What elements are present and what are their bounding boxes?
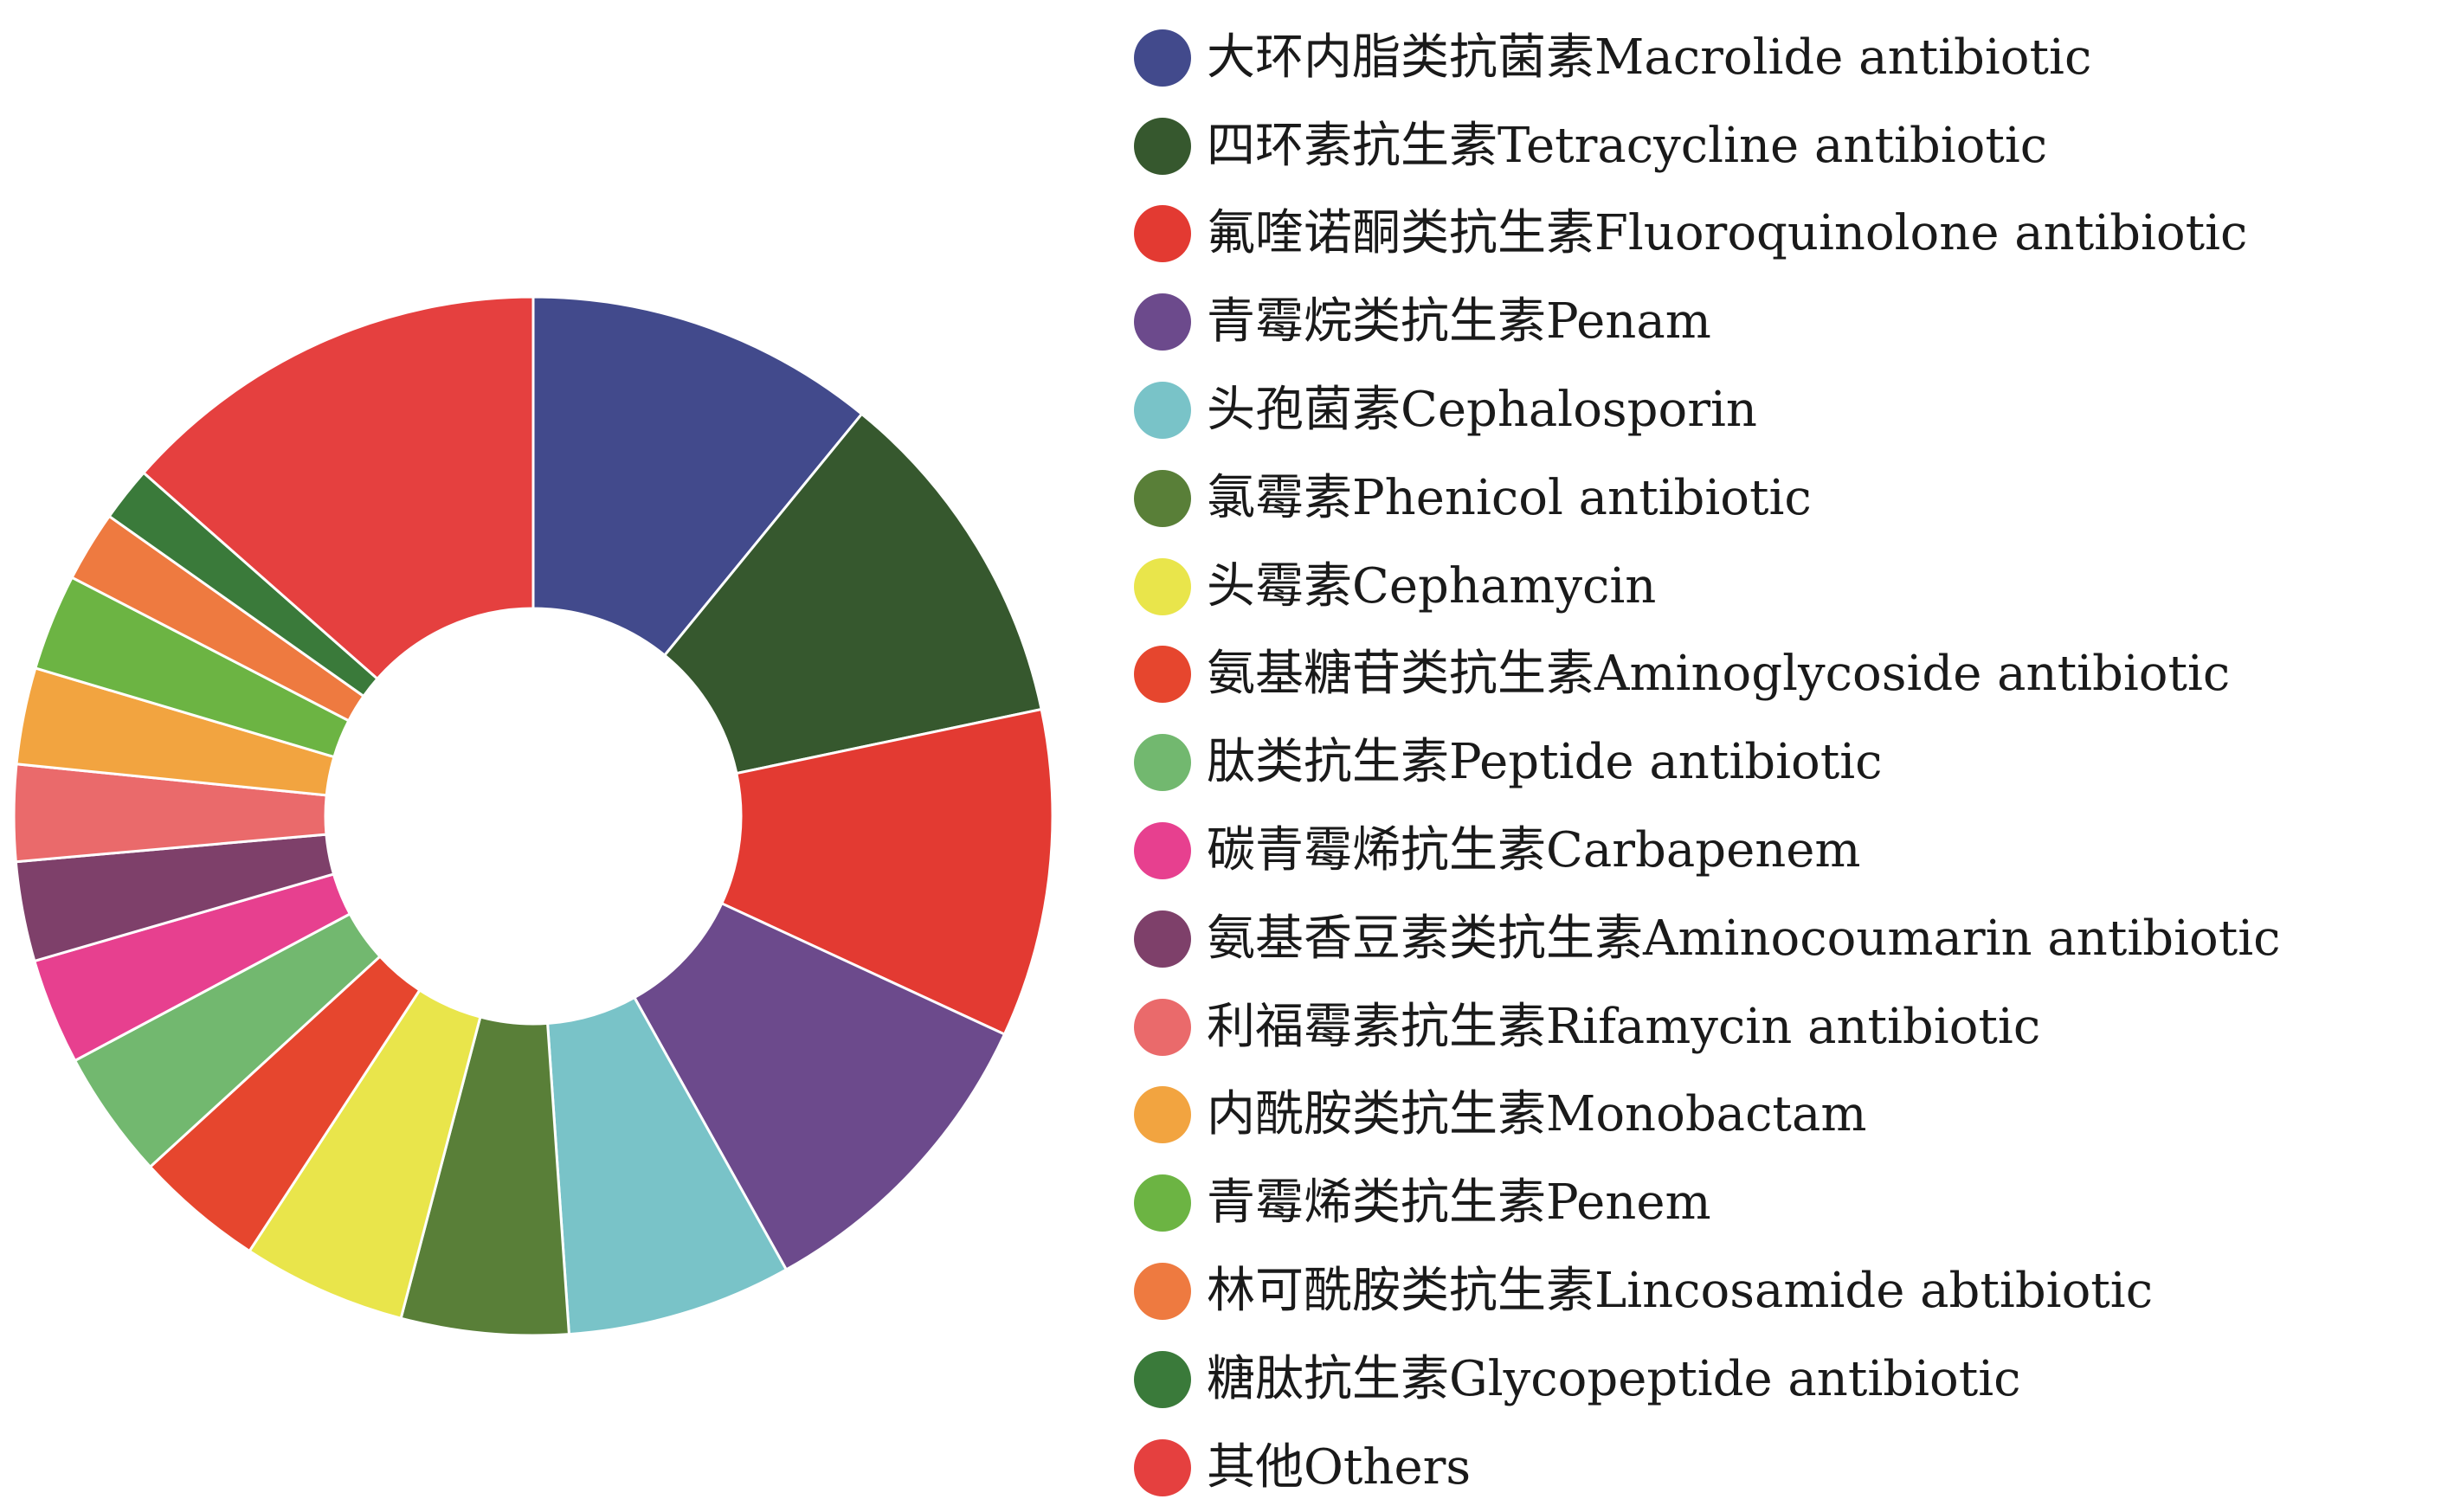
legend-label: 氨基香豆素类抗生素Aminocoumarin antibiotic [1207, 910, 2281, 967]
legend-label: 氨基糖苷类抗生素Aminoglycoside antibiotic [1207, 646, 2231, 703]
donut-slices [12, 295, 1054, 1337]
legend-swatch-icon [1134, 1438, 1191, 1496]
legend-swatch-icon [1134, 1174, 1191, 1232]
legend-swatch-icon [1134, 734, 1191, 792]
chart-legend: 大环内脂类抗菌素Macrolide antibiotic 四环素抗生素Tetrac… [1134, 14, 2281, 1512]
legend-entry-17: 其他Others [1134, 1424, 2281, 1512]
legend-entry-6: 氯霉素Phenicol antibiotic [1134, 454, 2281, 543]
legend-swatch-icon [1134, 293, 1191, 351]
legend-swatch-icon [1134, 29, 1191, 87]
legend-label: 氟喹诺酮类抗生素Fluoroquinolone antibiotic [1207, 205, 2248, 262]
legend-label: 肽类抗生素Peptide antibiotic [1207, 734, 1883, 791]
legend-entry-11: 氨基香豆素类抗生素Aminocoumarin antibiotic [1134, 895, 2281, 983]
donut-chart [12, 295, 1054, 1337]
legend-swatch-icon [1134, 1350, 1191, 1408]
legend-entry-13: 内酰胺类抗生素Monobactam [1134, 1071, 2281, 1160]
legend-swatch-icon [1134, 998, 1191, 1056]
legend-label: 头霉素Cephamycin [1207, 557, 1657, 614]
legend-entry-12: 利福霉素抗生素Rifamycin antibiotic [1134, 983, 2281, 1071]
legend-swatch-icon [1134, 910, 1191, 968]
legend-entry-10: 碳青霉烯抗生素Carbapenem [1134, 807, 2281, 895]
donut-slice-3 [719, 707, 1054, 1037]
legend-swatch-icon [1134, 557, 1191, 615]
legend-entry-14: 青霉烯类抗生素Penem [1134, 1159, 2281, 1247]
legend-label: 青霉烯类抗生素Penem [1207, 1174, 1711, 1232]
legend-entry-8: 氨基糖苷类抗生素Aminoglycoside antibiotic [1134, 631, 2281, 719]
legend-entry-7: 头霉素Cephamycin [1134, 543, 2281, 631]
donut-slice-4 [632, 901, 1007, 1272]
legend-label: 青霉烷类抗生素Penam [1207, 293, 1711, 351]
legend-label: 氯霉素Phenicol antibiotic [1207, 469, 1812, 526]
donut-slice-2 [662, 412, 1043, 775]
legend-label: 头孢菌素Cephalosporin [1207, 382, 1757, 439]
donut-slice-1 [531, 295, 864, 658]
legend-label: 内酰胺类抗生素Monobactam [1207, 1086, 1867, 1143]
donut-slice-17 [141, 295, 535, 681]
legend-swatch-icon [1134, 469, 1191, 527]
legend-entry-3: 氟喹诺酮类抗生素Fluoroquinolone antibiotic [1134, 190, 2281, 279]
legend-entry-2: 四环素抗生素Tetracycline antibiotic [1134, 102, 2281, 190]
legend-swatch-icon [1134, 822, 1191, 880]
legend-swatch-icon [1134, 117, 1191, 175]
legend-label: 利福霉素抗生素Rifamycin antibiotic [1207, 998, 2041, 1055]
legend-swatch-icon [1134, 382, 1191, 440]
legend-label: 碳青霉烯抗生素Carbapenem [1207, 822, 1861, 879]
legend-entry-4: 青霉烷类抗生素Penam [1134, 278, 2281, 366]
legend-swatch-icon [1134, 205, 1191, 263]
legend-swatch-icon [1134, 646, 1191, 704]
legend-label: 其他Others [1207, 1438, 1472, 1496]
legend-label: 大环内脂类抗菌素Macrolide antibiotic [1207, 29, 2092, 86]
legend-label: 林可酰胺类抗生素Lincosamide abtibiotic [1207, 1263, 2154, 1320]
legend-entry-5: 头孢菌素Cephalosporin [1134, 366, 2281, 454]
legend-swatch-icon [1134, 1263, 1191, 1321]
legend-swatch-icon [1134, 1086, 1191, 1144]
legend-label: 糖肽抗生素Glycopeptide antibiotic [1207, 1350, 2021, 1407]
legend-entry-1: 大环内脂类抗菌素Macrolide antibiotic [1134, 14, 2281, 102]
legend-entry-9: 肽类抗生素Peptide antibiotic [1134, 718, 2281, 807]
legend-entry-15: 林可酰胺类抗生素Lincosamide abtibiotic [1134, 1247, 2281, 1335]
legend-label: 四环素抗生素Tetracycline antibiotic [1207, 117, 2048, 174]
legend-entry-16: 糖肽抗生素Glycopeptide antibiotic [1134, 1335, 2281, 1424]
